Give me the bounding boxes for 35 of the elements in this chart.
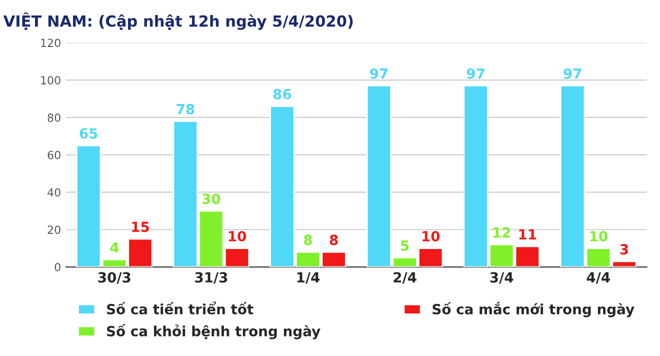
x-tick-label: 1/4 <box>297 272 320 284</box>
x-tick-label: 3/4 <box>490 272 514 284</box>
x-tick-label: 2/4 <box>394 272 416 284</box>
data-label: 8 <box>330 234 338 246</box>
data-label: 12 <box>494 227 510 238</box>
y-tick-label: 80 <box>48 113 60 122</box>
y-tick-label: 20 <box>48 226 60 234</box>
data-label: 4 <box>110 242 119 252</box>
data-label: 30 <box>202 194 220 204</box>
data-label: 97 <box>564 68 582 79</box>
y-tick-label: 0 <box>54 262 60 272</box>
data-label: 65 <box>80 128 98 139</box>
y-tick-label: 100 <box>41 76 60 84</box>
data-label: 10 <box>228 230 246 242</box>
data-label: 8 <box>304 234 312 246</box>
data-label: 15 <box>132 222 149 232</box>
data-label: 11 <box>519 229 536 240</box>
x-tick-label: 4/4 <box>586 272 610 284</box>
legend-label: Số ca tiến triển tốt <box>107 302 254 314</box>
y-tick-label: 40 <box>48 188 60 197</box>
data-label: 97 <box>466 68 484 79</box>
data-label: 5 <box>401 240 409 251</box>
data-label: 3 <box>620 244 628 255</box>
x-tick-label: 31/3 <box>195 272 228 284</box>
legend-label: Số ca mắc mới trong ngày <box>432 302 634 318</box>
data-label: 10 <box>422 230 440 242</box>
data-label: 97 <box>370 68 388 79</box>
y-tick-label: 120 <box>41 38 60 48</box>
data-label: 10 <box>590 230 608 242</box>
chart-title: VIỆT NAM: (Cập nhật 12h ngày 5/4/2020) <box>3 12 353 30</box>
y-tick-label: 60 <box>48 150 60 160</box>
data-label: 86 <box>273 88 292 100</box>
legend-label: Số ca khỏi bệnh trong ngày <box>107 324 320 340</box>
data-label: 78 <box>176 104 194 114</box>
x-tick-label: 30/3 <box>98 272 130 284</box>
